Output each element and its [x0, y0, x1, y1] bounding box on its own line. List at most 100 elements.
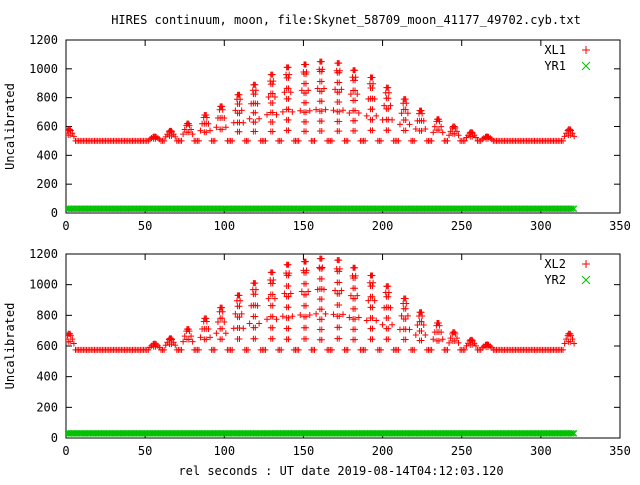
data-point	[442, 430, 450, 437]
data-point	[302, 335, 309, 342]
data-point	[466, 430, 473, 437]
data-point	[491, 430, 499, 437]
data-point	[279, 205, 287, 213]
data-point	[162, 430, 170, 437]
data-point	[224, 205, 231, 213]
data-point	[168, 335, 175, 342]
data-point	[213, 124, 220, 131]
data-point	[467, 205, 475, 213]
data-point	[442, 205, 450, 213]
data-point	[252, 81, 259, 88]
data-point	[354, 91, 361, 98]
data-point	[274, 430, 282, 437]
data-point	[83, 430, 90, 437]
data-point	[349, 430, 356, 437]
data-point	[157, 430, 165, 437]
data-point	[350, 430, 358, 437]
data-point	[436, 205, 443, 213]
data-point	[264, 316, 271, 323]
data-point	[190, 205, 198, 213]
data-point	[195, 137, 202, 144]
data-point	[269, 269, 276, 276]
data-point	[509, 430, 516, 437]
data-point	[303, 205, 310, 213]
data-point	[252, 313, 259, 320]
data-point	[553, 205, 561, 213]
data-point	[464, 205, 472, 213]
data-point	[418, 337, 425, 344]
data-point	[97, 205, 105, 213]
data-point	[431, 430, 439, 437]
data-point	[404, 205, 412, 213]
data-point	[387, 205, 394, 213]
data-point	[326, 430, 334, 437]
series-yr2	[66, 430, 578, 437]
data-point	[322, 310, 329, 317]
data-point	[285, 85, 292, 92]
data-point	[564, 205, 572, 213]
data-point	[161, 346, 168, 353]
data-point	[420, 430, 428, 437]
data-point	[388, 430, 396, 437]
data-point	[176, 430, 184, 437]
data-point	[463, 342, 470, 349]
data-point	[302, 61, 309, 68]
data-point	[561, 133, 568, 140]
data-point	[285, 314, 292, 321]
data-point	[556, 205, 564, 213]
data-point	[285, 283, 292, 290]
data-point	[276, 205, 284, 213]
data-point	[516, 205, 524, 213]
data-point	[314, 430, 322, 437]
data-point	[331, 205, 339, 213]
data-point	[228, 430, 236, 437]
data-point	[213, 430, 220, 437]
data-point	[194, 430, 201, 437]
data-point	[302, 324, 309, 331]
data-point	[102, 205, 109, 213]
data-point	[201, 430, 209, 437]
data-point	[406, 121, 413, 128]
x-tick-label: 200	[372, 219, 394, 233]
legend-marker-yr2	[581, 275, 591, 285]
data-point	[195, 430, 203, 437]
data-point	[407, 205, 415, 213]
data-point	[389, 321, 396, 328]
data-point	[319, 430, 326, 437]
data-point	[237, 96, 244, 103]
data-point	[341, 430, 348, 437]
y-axis-label: Uncalibrated	[3, 303, 17, 390]
data-point	[556, 430, 564, 437]
data-point	[488, 430, 496, 437]
data-point	[446, 132, 453, 139]
data-point	[70, 430, 78, 437]
data-point	[559, 430, 567, 437]
data-point	[137, 205, 144, 213]
data-point	[232, 430, 239, 437]
data-point	[369, 293, 376, 300]
data-point	[391, 205, 399, 213]
data-point	[403, 300, 410, 307]
data-point	[505, 205, 513, 213]
data-point	[510, 205, 518, 213]
data-point	[314, 205, 322, 213]
data-point	[494, 430, 502, 437]
data-point	[398, 430, 405, 437]
data-point	[247, 205, 255, 213]
data-point	[315, 205, 323, 213]
data-point	[257, 430, 265, 437]
data-point	[547, 430, 554, 437]
data-point	[105, 205, 113, 213]
data-point	[336, 98, 343, 105]
data-point	[438, 123, 445, 130]
data-point	[366, 430, 374, 437]
data-point	[252, 205, 260, 213]
data-point	[244, 205, 252, 213]
data-point	[402, 106, 409, 113]
data-point	[312, 430, 320, 437]
data-point	[469, 205, 477, 213]
data-point	[352, 285, 359, 292]
data-point	[270, 430, 277, 437]
data-point	[363, 205, 371, 213]
